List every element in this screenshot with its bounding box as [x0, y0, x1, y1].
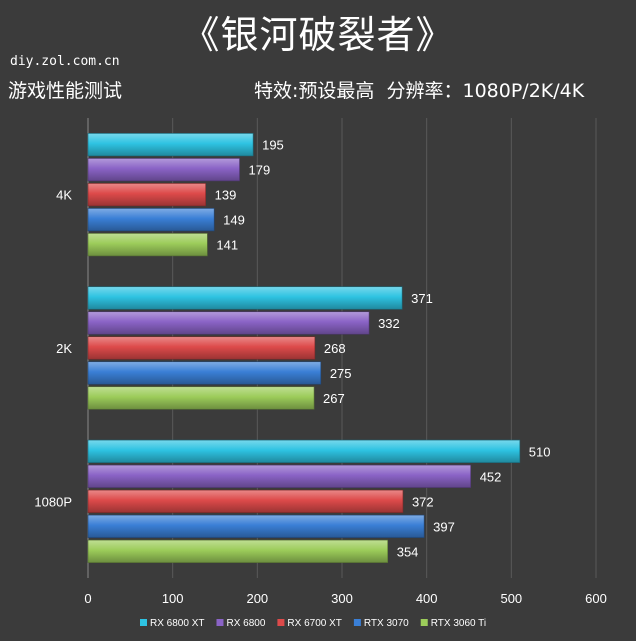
bar [87, 539, 389, 563]
legend-swatch [420, 619, 428, 626]
bar [87, 386, 315, 410]
test-label: 游戏性能测试 [8, 80, 123, 102]
legend-swatch [277, 619, 285, 626]
settings-label: 特效:预设最高 分辨率：1080P/2K/4K [254, 80, 585, 102]
bar [87, 183, 206, 207]
x-tick-label: 0 [84, 591, 91, 606]
data-label: 195 [262, 138, 284, 153]
bar [87, 133, 254, 157]
legend-swatch [353, 619, 361, 626]
data-label: 371 [411, 291, 433, 306]
x-tick-label: 200 [246, 591, 268, 606]
legend-label: RX 6800 XT [150, 618, 204, 629]
legend-swatch [216, 619, 224, 626]
bar [87, 158, 240, 182]
x-tick-label: 300 [331, 591, 353, 606]
data-label: 179 [249, 163, 271, 178]
bar [87, 514, 425, 538]
bar [87, 336, 316, 360]
x-tick-label: 600 [585, 591, 607, 606]
chart-title: 《银河破裂者》 [181, 13, 455, 57]
legend-label: RTX 3070 [364, 618, 409, 629]
bar [87, 311, 370, 335]
data-label: 268 [324, 341, 346, 356]
x-tick-label: 500 [500, 591, 522, 606]
data-label: 141 [216, 238, 238, 253]
data-label: 354 [397, 544, 419, 559]
data-label: 149 [223, 213, 245, 228]
data-label: 139 [215, 188, 237, 203]
legend-label: RX 6700 XT [287, 618, 341, 629]
data-label: 332 [378, 316, 400, 331]
legend-label: RX 6800 [226, 618, 265, 629]
bar [87, 286, 403, 310]
data-label: 510 [529, 444, 551, 459]
bar [87, 489, 404, 513]
legend-swatch [140, 619, 147, 626]
data-label: 275 [330, 366, 352, 381]
x-tick-label: 400 [416, 591, 438, 606]
source-url: diy.zol.com.cn [10, 54, 120, 69]
bar [87, 233, 208, 257]
y-category-label: 1080P [34, 494, 72, 509]
data-label: 372 [412, 494, 434, 509]
x-tick-label: 100 [162, 591, 184, 606]
y-category-label: 4K [56, 188, 72, 203]
data-label: 267 [323, 391, 345, 406]
data-label: 452 [480, 469, 502, 484]
data-label: 397 [433, 519, 455, 534]
bar [87, 464, 471, 488]
bar [87, 439, 521, 463]
bar [87, 361, 322, 385]
y-category-label: 2K [56, 341, 72, 356]
bar [87, 208, 215, 232]
legend-label: RTX 3060 Ti [431, 618, 486, 629]
